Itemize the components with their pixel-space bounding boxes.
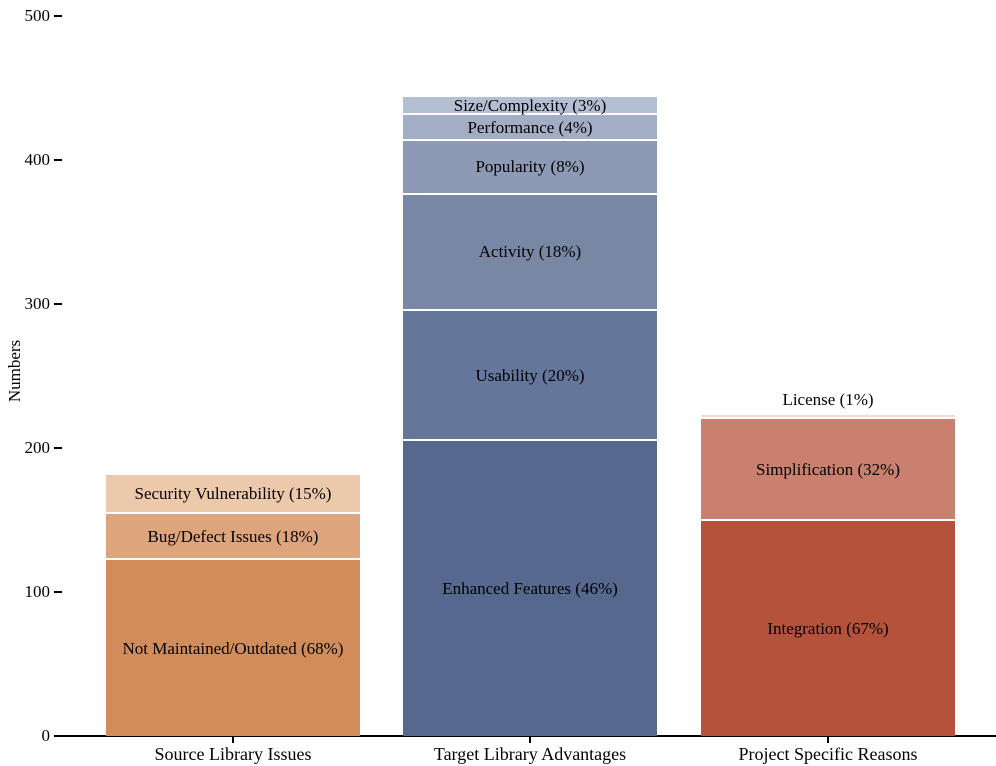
x-tick-label: Project Specific Reasons xyxy=(738,744,918,764)
segment-label: Performance (4%) xyxy=(467,117,593,137)
y-tick-mark xyxy=(54,447,62,449)
segment-label: Size/Complexity (3%) xyxy=(453,95,607,115)
y-tick-mark xyxy=(54,303,62,305)
segment-label: Bug/Defect Issues (18%) xyxy=(147,526,319,546)
x-tick-label: Target Library Advantages xyxy=(433,744,627,764)
segment-label: Not Maintained/Outdated (68%) xyxy=(122,638,344,658)
bar-segment: Enhanced Features (46%) xyxy=(403,440,657,736)
segment-label: Integration (67%) xyxy=(767,619,889,639)
bar-segment: Popularity (8%) xyxy=(403,141,657,195)
y-tick-mark xyxy=(54,15,62,17)
x-tick-label: Source Library Issues xyxy=(154,744,312,764)
segment-label: Popularity (8%) xyxy=(475,157,585,177)
segment-label: Enhanced Features (46%) xyxy=(442,578,618,598)
y-tick-label: 100 xyxy=(24,582,51,601)
segment-label: Security Vulnerability (15%) xyxy=(134,484,332,504)
bar-segment: Integration (67%) xyxy=(701,521,955,736)
segment-label: Simplification (32%) xyxy=(755,459,900,479)
bar: Enhanced Features (46%) Usability (20%) Ac… xyxy=(403,97,657,736)
y-tick-label: 400 xyxy=(24,150,51,169)
y-tick-label: 200 xyxy=(24,438,51,457)
bar-segment: Activity (18%) xyxy=(403,194,657,312)
bar-segment: Bug/Defect Issues (18%) xyxy=(106,514,360,561)
bar-segment: Security Vulnerability (15%) xyxy=(106,475,360,515)
bar: Integration (67%) Simplification (32%) Lic… xyxy=(701,390,955,736)
bar: Not Maintained/Outdated (68%) Bug/Defect … xyxy=(106,475,360,736)
bar-segment: Usability (20%) xyxy=(403,311,657,441)
y-tick-label: 0 xyxy=(41,726,51,745)
y-tick-mark xyxy=(54,591,62,593)
y-tick-label: 500 xyxy=(24,6,51,25)
y-axis-title: Numbers xyxy=(5,339,24,403)
x-tick-mark xyxy=(827,737,829,743)
bar-segment: Performance (4%) xyxy=(403,115,657,142)
x-tick-mark xyxy=(232,737,234,743)
segment-label: Activity (18%) xyxy=(478,242,582,262)
bar-segment: Simplification (32%) xyxy=(701,419,955,522)
bar-segment: Size/Complexity (3%) xyxy=(403,97,657,116)
y-tick-label: 300 xyxy=(24,294,51,313)
segment-label: Usability (20%) xyxy=(475,365,585,385)
segment-outside-label: License (1%) xyxy=(782,389,874,409)
bar-segment: Not Maintained/Outdated (68%) xyxy=(106,560,360,736)
bar-segment xyxy=(701,414,955,420)
y-tick-mark xyxy=(54,159,62,161)
x-tick-mark xyxy=(529,737,531,743)
x-axis-line xyxy=(58,735,996,737)
